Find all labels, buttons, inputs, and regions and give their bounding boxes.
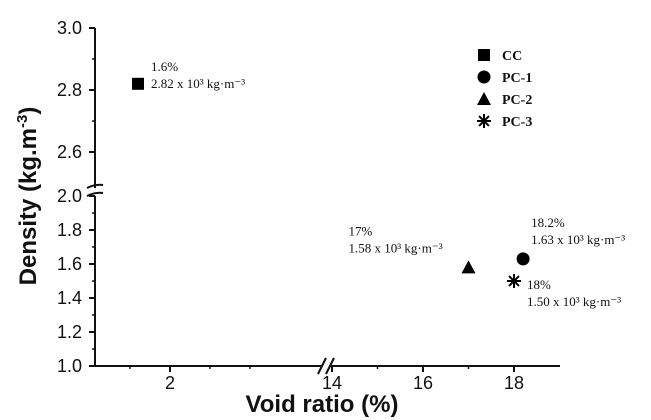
- legend-marker-pc-1: [477, 70, 491, 84]
- ticks: [89, 27, 515, 372]
- legend-marker-cc: [478, 49, 490, 61]
- y-tick-label: 3.0: [57, 18, 82, 38]
- x-tick-label: 18: [504, 373, 524, 393]
- annotation-density: 1.58 x 10³ kg·m⁻³: [349, 240, 443, 255]
- point-pc-1: [516, 252, 530, 266]
- y-axis-break-mark: [86, 191, 104, 197]
- x-tick-label: 14: [322, 373, 342, 393]
- legend-item-pc-1: PC-1: [477, 70, 532, 86]
- point-annotations: 1.6% 2.82 x 10³ kg·m⁻³ 18.2% 1.63 x 10³ kg·…: [151, 59, 625, 309]
- y-tick-label: 1.6: [57, 254, 82, 274]
- x-axis-title: Void ratio (%): [246, 391, 399, 418]
- legend-item-cc: CC: [478, 49, 522, 64]
- y-tick-label: 1.2: [57, 322, 82, 342]
- annotation-density: 2.82 x 10³ kg·m⁻³: [151, 76, 245, 91]
- y-axis-break-mark: [86, 183, 104, 189]
- data-points: [132, 77, 530, 288]
- y-tick-label: 1.8: [57, 220, 82, 240]
- legend-label: PC-3: [502, 115, 532, 130]
- legend-item-pc-3: PC-3: [477, 114, 532, 130]
- y-tick-label: 2.0: [57, 186, 82, 206]
- x-tick-label: 2: [165, 373, 175, 393]
- tick-labels: 1.0 1.2 1.4 1.6 1.8 2.0 2.6 2.8 3.0 2 14 16 18: [57, 18, 524, 393]
- legend-item-pc-2: PC-2: [477, 92, 532, 108]
- x-axis-break-mark: [325, 357, 335, 375]
- annotation-density: 1.63 x 10³ kg·m⁻³: [531, 232, 625, 247]
- y-tick-label: 2.6: [57, 142, 82, 162]
- y-tick-label: 1.4: [57, 288, 82, 308]
- annotation-void-ratio: 18.2%: [531, 215, 565, 230]
- x-tick-label: 16: [413, 373, 433, 393]
- legend-label: PC-1: [502, 71, 532, 86]
- legend: CC PC-1 PC-2 PC-3: [477, 49, 532, 130]
- legend-label: PC-2: [502, 93, 532, 108]
- legend-label: CC: [502, 49, 522, 64]
- point-cc: [132, 77, 144, 90]
- legend-marker-pc-2: [477, 92, 491, 105]
- y-tick-label: 2.8: [57, 80, 82, 100]
- point-pc-2: [461, 260, 476, 274]
- annotation-void-ratio: 18%: [527, 277, 551, 292]
- x-axis-break-mark: [317, 357, 327, 375]
- y-axis-title: Density (kg.m-3): [14, 107, 42, 286]
- point-pc-3: [507, 274, 521, 288]
- annotation-void-ratio: 17%: [349, 223, 373, 238]
- annotation-void-ratio: 1.6%: [151, 59, 178, 74]
- axes: [86, 28, 560, 375]
- annotation-density: 1.50 x 10³ kg·m⁻³: [527, 294, 621, 309]
- y-tick-label: 1.0: [57, 356, 82, 376]
- legend-marker-pc-3: [477, 114, 491, 128]
